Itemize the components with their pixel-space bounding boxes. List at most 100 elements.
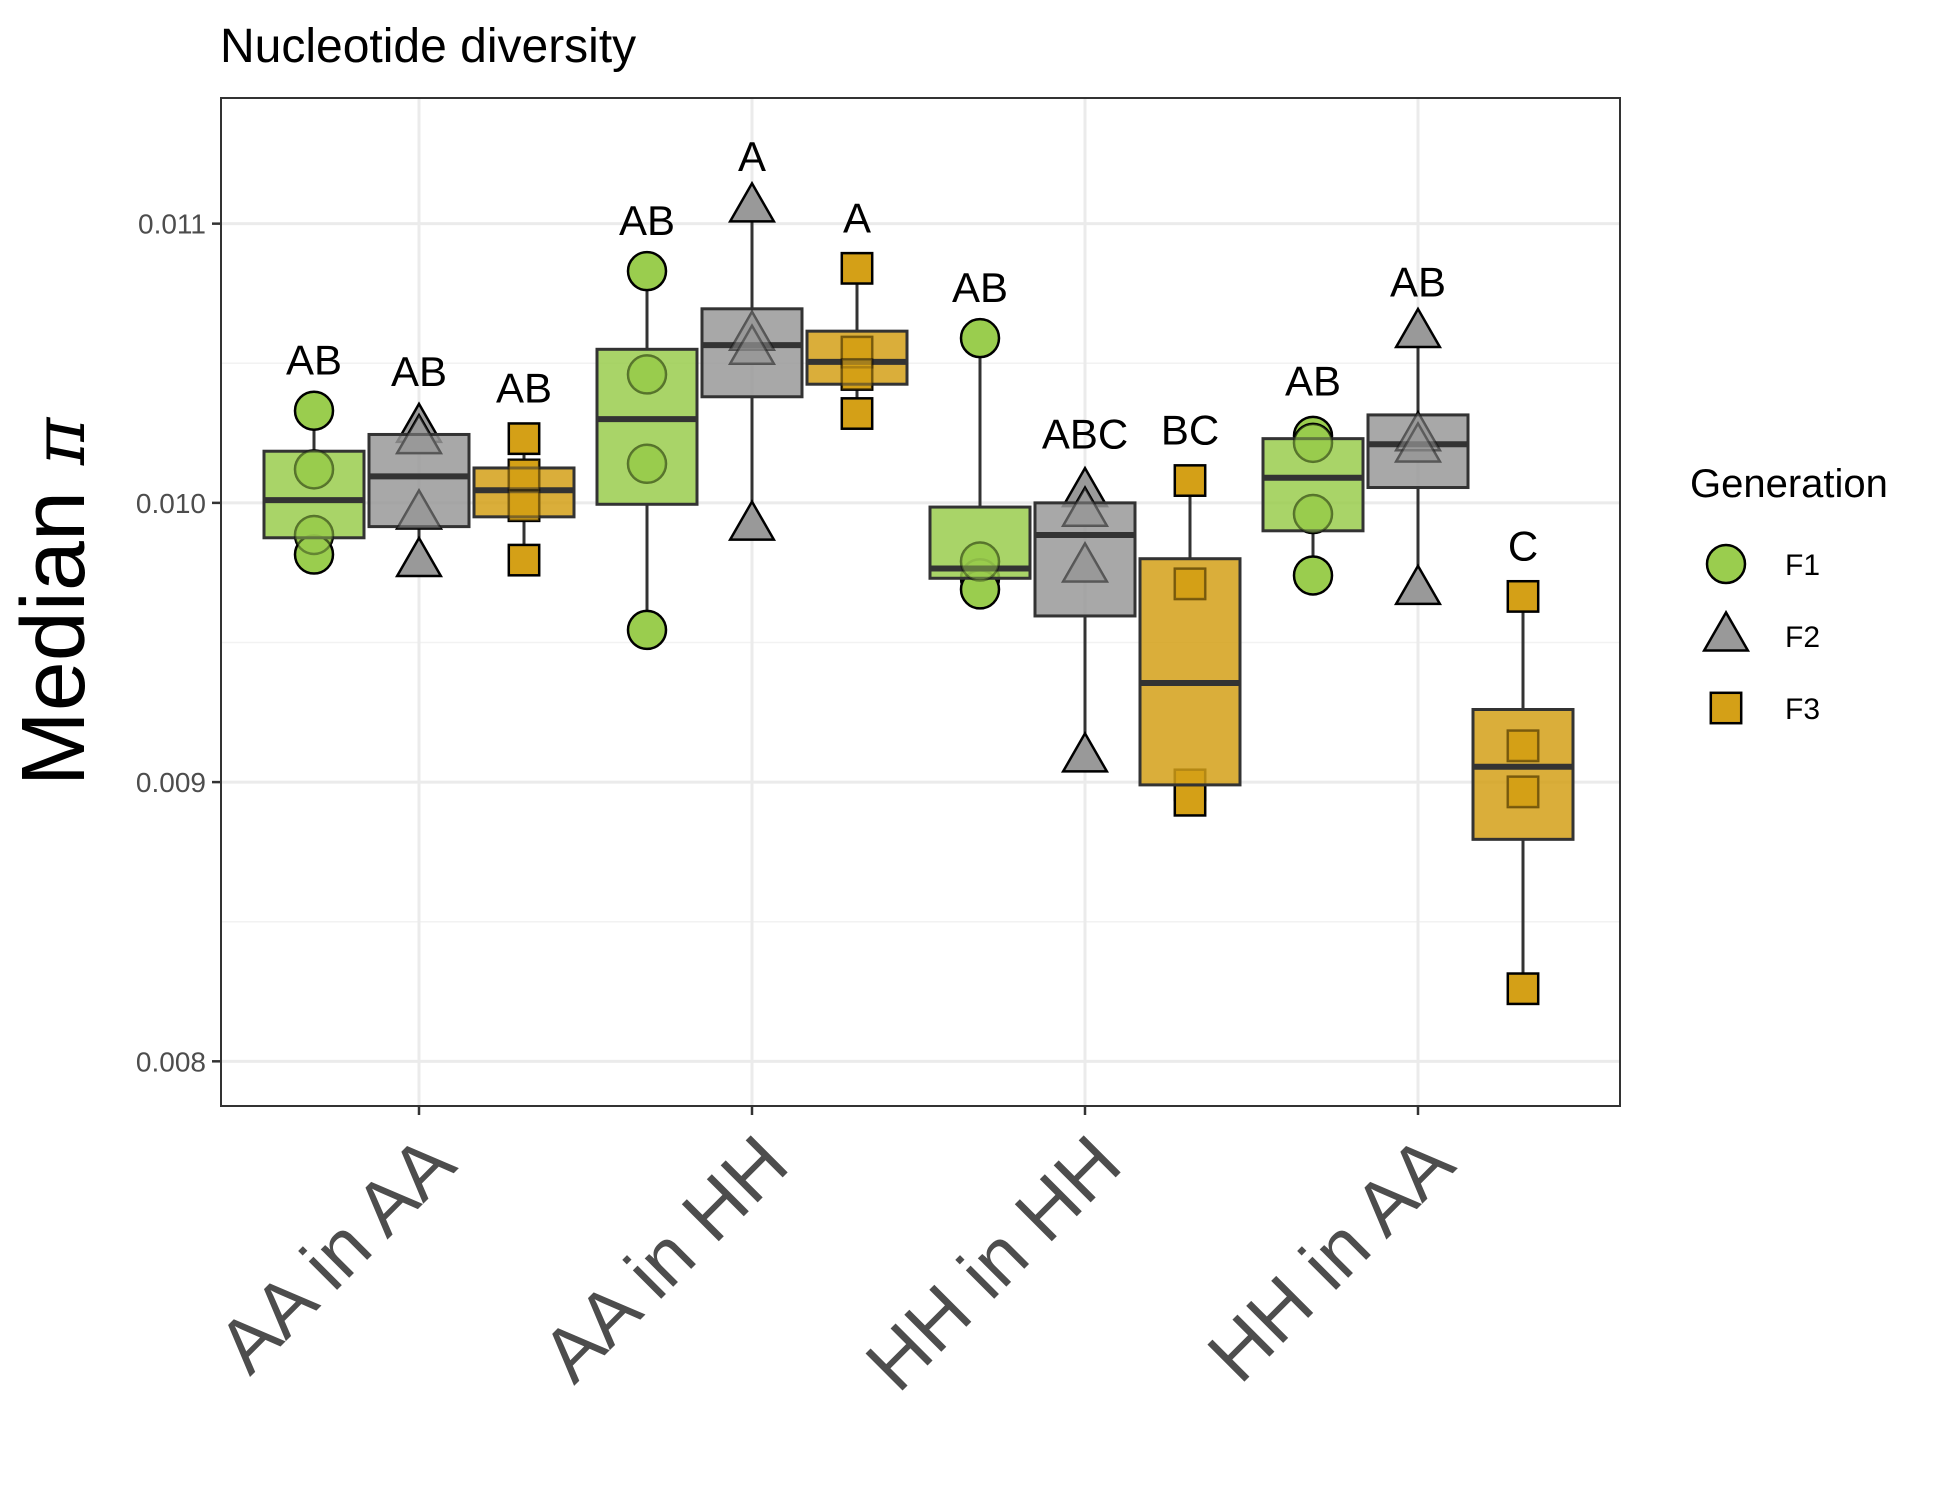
legend-item-F3: F3: [1709, 691, 1820, 726]
data-point: [959, 317, 1001, 359]
data-point-overlay: [394, 412, 444, 455]
y-tick-label: 0.010: [136, 488, 206, 519]
y-tick-label: 0.009: [136, 767, 206, 798]
data-point-overlay: [727, 309, 777, 352]
data-point-overlay: [1292, 493, 1334, 535]
significance-letter: AB: [391, 348, 447, 395]
data-point-overlay: [1060, 541, 1110, 583]
box-group: AB AB AB: [262, 337, 576, 578]
legend-item-F2: F2: [1701, 609, 1820, 654]
box-rect: [1471, 708, 1575, 841]
y-axis-label-text: Median: [4, 491, 104, 786]
data-point-overlay: [1292, 422, 1334, 464]
box-F2: ABC: [1033, 411, 1137, 773]
data-point: [1393, 306, 1443, 349]
plot-panel: [221, 98, 1620, 1106]
box-group: AB A A: [595, 133, 909, 651]
data-point-overlay: [626, 443, 668, 485]
y-axis-label: Median π: [4, 416, 104, 786]
data-point: [727, 499, 777, 541]
data-point: [1393, 563, 1443, 606]
legend: Generation F1 F2 F3: [1690, 462, 1888, 726]
data-point-overlay: [394, 487, 444, 530]
significance-letter: AB: [286, 337, 342, 384]
legend-key-circle: [1705, 543, 1747, 585]
y-axis: 0.008 0.009 0.010 0.011: [136, 209, 221, 1077]
significance-letter: AB: [619, 197, 675, 244]
box-F2: AB: [367, 348, 471, 578]
x-tick-label: AA in AA: [202, 1120, 471, 1389]
data-point-overlay: [1393, 409, 1443, 452]
box-F2: A: [700, 133, 804, 541]
box-rect: [595, 347, 699, 506]
data-point: [1292, 555, 1334, 596]
data-point-overlay: [1060, 485, 1110, 527]
legend-key-square: [1709, 691, 1743, 725]
y-tick-label: 0.011: [138, 209, 206, 240]
data-point: [1173, 464, 1207, 497]
y-axis-label-symbol: π: [17, 416, 101, 466]
box-F1: AB: [928, 264, 1032, 610]
legend-title: Generation: [1690, 462, 1888, 506]
data-point: [840, 397, 874, 430]
significance-letter: ABC: [1042, 411, 1128, 458]
data-point-overlay: [727, 323, 777, 365]
data-point-overlay: [1506, 775, 1540, 809]
x-tick-label: HH in HH: [850, 1120, 1137, 1407]
data-point: [626, 250, 668, 292]
data-point: [507, 543, 541, 577]
data-point-overlay: [293, 514, 335, 556]
box-rect: [1138, 557, 1242, 787]
box-rect: [1261, 437, 1365, 533]
significance-letter: A: [843, 194, 871, 241]
legend-item-F1: F1: [1705, 543, 1820, 585]
box-rect: [1366, 413, 1470, 490]
significance-letter: AB: [1390, 259, 1446, 306]
data-point-overlay: [1506, 729, 1540, 763]
box-F3: BC: [1138, 407, 1242, 817]
data-point: [293, 390, 335, 431]
box-F1: AB: [595, 197, 699, 651]
data-point: [1173, 783, 1207, 817]
significance-letter: A: [738, 133, 766, 180]
legend-key-triangle: [1701, 609, 1751, 652]
data-point-overlay: [840, 335, 874, 369]
legend-label: F3: [1785, 693, 1820, 726]
data-point-overlay: [507, 489, 541, 523]
x-axis: AA in AA AA in HH HH in HH HH in AA: [202, 1106, 1470, 1407]
data-point: [840, 251, 874, 285]
data-point-overlay: [840, 357, 874, 391]
data-point: [1506, 972, 1540, 1006]
significance-letter: BC: [1161, 407, 1219, 454]
svg-text:Medianπ: Median π: [4, 416, 104, 786]
box-group: AB ABC BC: [928, 264, 1242, 817]
data-point-overlay: [1393, 420, 1443, 463]
data-point: [1060, 730, 1110, 773]
box-rect: [262, 449, 366, 540]
box-F2: AB: [1366, 259, 1470, 606]
data-point: [1506, 579, 1540, 613]
y-tick-label: 0.008: [136, 1046, 206, 1077]
box-F1: AB: [1261, 358, 1365, 596]
x-tick-label: HH in AA: [1192, 1120, 1470, 1398]
legend-label: F1: [1785, 549, 1820, 582]
box-group: AB AB C: [1261, 259, 1575, 1006]
data-point: [727, 180, 777, 223]
significance-letter: C: [1508, 522, 1538, 569]
box-F1: AB: [262, 337, 366, 575]
data-point-overlay: [1173, 567, 1207, 601]
box-rect: [367, 432, 471, 529]
box-rect: [700, 307, 804, 399]
box-F3: A: [805, 194, 909, 430]
box-rect: [805, 329, 909, 386]
data-point-overlay: [959, 541, 1001, 582]
box-F3: C: [1471, 522, 1575, 1006]
x-tick-label: AA in HH: [526, 1120, 804, 1398]
data-point: [507, 422, 541, 456]
data-point: [394, 535, 444, 578]
data-point: [626, 609, 668, 651]
box-rect: [1033, 501, 1137, 618]
chart-title: Nucleotide diversity: [220, 20, 636, 73]
